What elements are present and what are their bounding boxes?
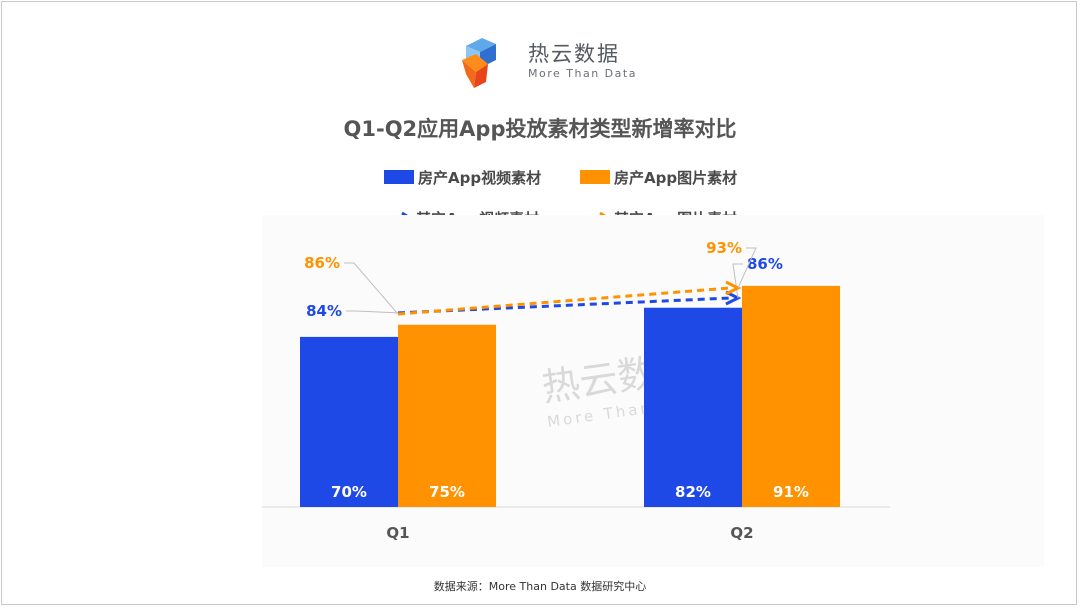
legend-swatch-blue <box>384 170 414 184</box>
legend-label-orange-bar: 房产App图片素材 <box>614 168 738 187</box>
bar-Q2-series-0 <box>644 307 742 507</box>
trend-value-label: 86% <box>304 254 340 272</box>
chart-panel: 热云数据 More Than Data 70% 75% Q1 82% 91% Q2 84% 86%… <box>262 215 1044 567</box>
trend-line-0 <box>397 296 731 315</box>
trend-value-label: 93% <box>706 239 742 257</box>
trend-line-1 <box>397 286 731 316</box>
bar-value-label: 75% <box>429 483 465 501</box>
trend-arrowhead-1 <box>725 280 742 296</box>
bar-value-label: 91% <box>773 483 809 501</box>
legend-item-orange-bar: 房产App图片素材 <box>580 167 737 187</box>
brand-name-cn: 热云数据 <box>528 42 620 66</box>
trend-value-label: 84% <box>306 302 342 320</box>
bar-Q1-series-0 <box>300 336 398 507</box>
x-tick-label-Q2: Q2 <box>730 524 753 542</box>
brand-name-en: More Than Data <box>528 67 637 80</box>
leader-line <box>737 247 757 289</box>
leader-line <box>346 310 399 314</box>
chart-title: Q1-Q2应用App投放素材类型新增率对比 <box>343 117 737 141</box>
data-source: 数据来源：More Than Data 数据研究中心 <box>433 580 647 593</box>
x-tick-label-Q1: Q1 <box>386 524 409 542</box>
legend-swatch-orange <box>580 170 610 184</box>
bar-value-label: 82% <box>675 483 711 501</box>
legend-label-blue-bar: 房产App视频素材 <box>418 168 542 187</box>
bar-Q2-series-1 <box>742 285 840 507</box>
leader-line <box>344 262 399 315</box>
bar-Q1-series-1 <box>398 324 496 507</box>
brand-logo: 热云数据 More Than Data <box>462 34 642 90</box>
brand-cube-icon <box>462 38 496 88</box>
trend-value-label: 86% <box>747 255 783 273</box>
legend-item-blue-bar: 房产App视频素材 <box>384 167 541 187</box>
bar-value-label: 70% <box>331 483 367 501</box>
